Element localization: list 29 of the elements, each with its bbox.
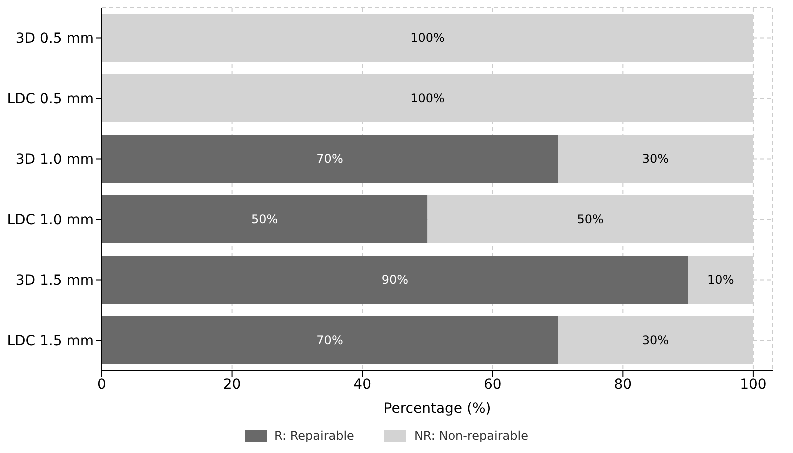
data-label: 70%	[316, 334, 344, 348]
x-tick-label: 100	[740, 376, 767, 393]
legend-label: R: Repairable	[274, 429, 354, 443]
bar	[102, 256, 688, 304]
x-tick-label: 80	[614, 376, 632, 393]
data-label: 100%	[410, 31, 445, 45]
data-label: 90%	[382, 273, 408, 287]
y-tick-label: LDC 1.0 mm	[7, 212, 94, 229]
data-label: 10%	[708, 273, 734, 287]
data-label: 70%	[316, 152, 344, 166]
bar	[102, 316, 558, 364]
data-label: 50%	[252, 212, 278, 226]
data-label: 50%	[577, 212, 604, 226]
y-tick-label: LDC 1.5 mm	[7, 334, 94, 350]
legend-label: NR: Non-repairable	[414, 429, 528, 443]
x-tick-label: 0	[98, 376, 106, 393]
y-tick-label: 3D 0.5 mm	[16, 31, 94, 48]
x-tick-label: 60	[484, 376, 502, 393]
bar	[102, 135, 558, 183]
data-label: 30%	[642, 334, 670, 348]
x-tick-label: 40	[354, 376, 372, 393]
bar	[102, 196, 428, 244]
y-tick-label: LDC 0.5 mm	[7, 92, 94, 108]
data-label: 100%	[410, 92, 445, 106]
x-axis-title: Percentage (%)	[384, 401, 492, 417]
x-tick-label: 20	[223, 376, 242, 393]
y-tick-label: 3D 1.0 mm	[16, 152, 94, 168]
data-label: 30%	[642, 152, 670, 166]
y-tick-label: 3D 1.5 mm	[16, 273, 94, 290]
